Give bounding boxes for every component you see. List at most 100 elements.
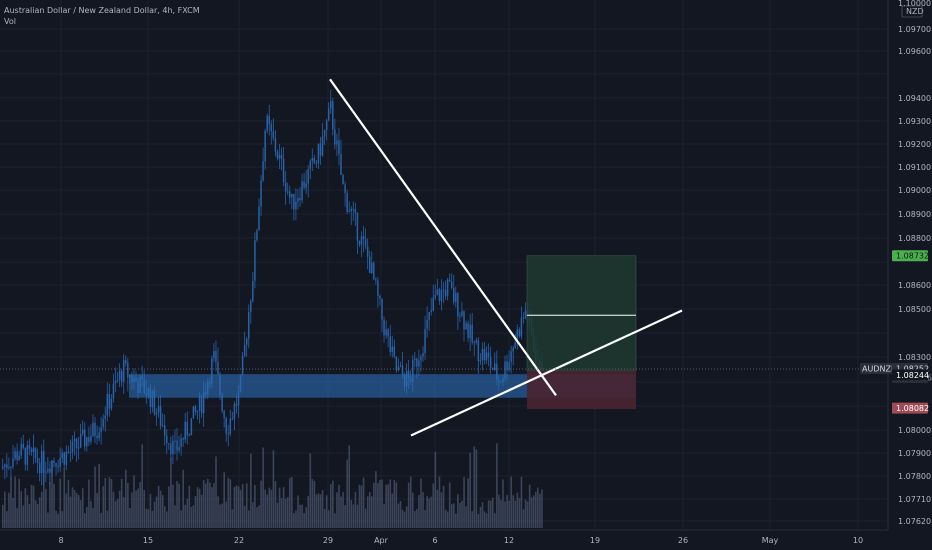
volume-bar [231, 509, 234, 528]
volume-bars [2, 443, 543, 528]
candle-body [377, 280, 379, 297]
support-zone[interactable] [129, 374, 636, 398]
candle-body [98, 432, 100, 439]
candle-body [26, 445, 29, 465]
volume-bar [229, 479, 232, 528]
candle-body [49, 468, 51, 473]
stop-price-tag-bg [892, 402, 928, 414]
volume-bar [477, 513, 480, 528]
volume-bar [10, 477, 12, 528]
candle-body [307, 169, 309, 184]
volume-bar [385, 484, 387, 528]
candle-body [379, 296, 381, 299]
candle-body [28, 445, 31, 449]
volume-bar [40, 491, 43, 528]
candle-body [18, 455, 20, 460]
candle-body [170, 443, 172, 455]
volume-bar [393, 480, 396, 528]
volume-bar [432, 483, 435, 528]
candle-body [254, 240, 256, 281]
volume-bar [209, 482, 211, 528]
candle-body [237, 391, 240, 406]
candle-body [53, 460, 55, 464]
volume-bar [143, 490, 146, 528]
candle-body [200, 396, 203, 414]
candle-body [153, 390, 156, 415]
price-tick-label: 1.10000 [898, 0, 931, 8]
candle-body [424, 328, 426, 354]
volume-bar [403, 511, 406, 528]
volume-bar [4, 491, 6, 528]
candle-body [485, 352, 488, 361]
candle-body [2, 466, 4, 469]
volume-bar [67, 479, 70, 528]
candle-body [338, 140, 340, 154]
volume-bar [182, 469, 184, 528]
volume-bar [86, 507, 88, 528]
volume-bar [459, 502, 461, 528]
candle-body [81, 429, 84, 434]
candle-body [301, 181, 303, 201]
candle-body [106, 393, 109, 416]
candle-body [373, 262, 375, 280]
candle-body [309, 160, 311, 170]
price-tick-label: 1.07710 [898, 495, 931, 504]
volume-bar [436, 489, 439, 528]
volume-bar [260, 480, 262, 528]
time-tick-label: 8 [58, 536, 63, 545]
volume-bar [36, 503, 39, 528]
candle-body [223, 410, 225, 419]
candle-body [487, 352, 490, 357]
volume-bar [248, 510, 250, 528]
candle-body [356, 212, 359, 241]
volume-bar [319, 494, 322, 528]
volume-bar [407, 482, 410, 528]
volume-bar [494, 513, 496, 528]
volume-bar [133, 475, 135, 528]
volume-bar [399, 501, 402, 528]
volume-bar [373, 482, 375, 528]
candle-body [157, 406, 160, 413]
candle-body [297, 198, 299, 202]
candle-body [422, 353, 424, 357]
volume-bar [254, 484, 256, 528]
volume-bar [334, 513, 336, 528]
candle-body [397, 366, 400, 371]
volume-bar [465, 506, 467, 528]
candle-body [522, 317, 525, 319]
volume-bar [176, 481, 178, 528]
candle-body [477, 340, 480, 362]
candle-body [12, 458, 14, 467]
volume-bar [450, 504, 453, 528]
volume-bar [471, 511, 474, 528]
candle-body [40, 450, 43, 474]
price-tick-label: 1.08600 [898, 281, 931, 290]
volume-bar [155, 496, 158, 528]
candle-body [241, 355, 244, 375]
long-position-tool[interactable] [526, 255, 637, 410]
volume-bar [500, 499, 502, 528]
candle-body [270, 124, 273, 132]
candle-body [504, 361, 506, 379]
candle-body [67, 451, 70, 453]
volume-bar [360, 485, 363, 528]
uptrend-line[interactable] [410, 309, 683, 437]
currency-box [901, 5, 923, 18]
volume-bar [135, 490, 137, 528]
volume-bar [38, 497, 41, 528]
downtrend-line[interactable] [329, 78, 557, 397]
volume-bar [90, 500, 92, 528]
volume-bar [139, 482, 141, 528]
volume-bar [221, 503, 223, 528]
candle-body [366, 246, 369, 257]
candle-body [229, 418, 232, 435]
volume-bar [239, 489, 242, 528]
candle-body [399, 365, 402, 367]
volume-bar [127, 483, 129, 528]
volume-bar [368, 491, 371, 528]
candle-body [45, 471, 47, 473]
candle-body [330, 101, 332, 109]
volume-bar [129, 508, 131, 528]
volume-bar [243, 505, 246, 528]
